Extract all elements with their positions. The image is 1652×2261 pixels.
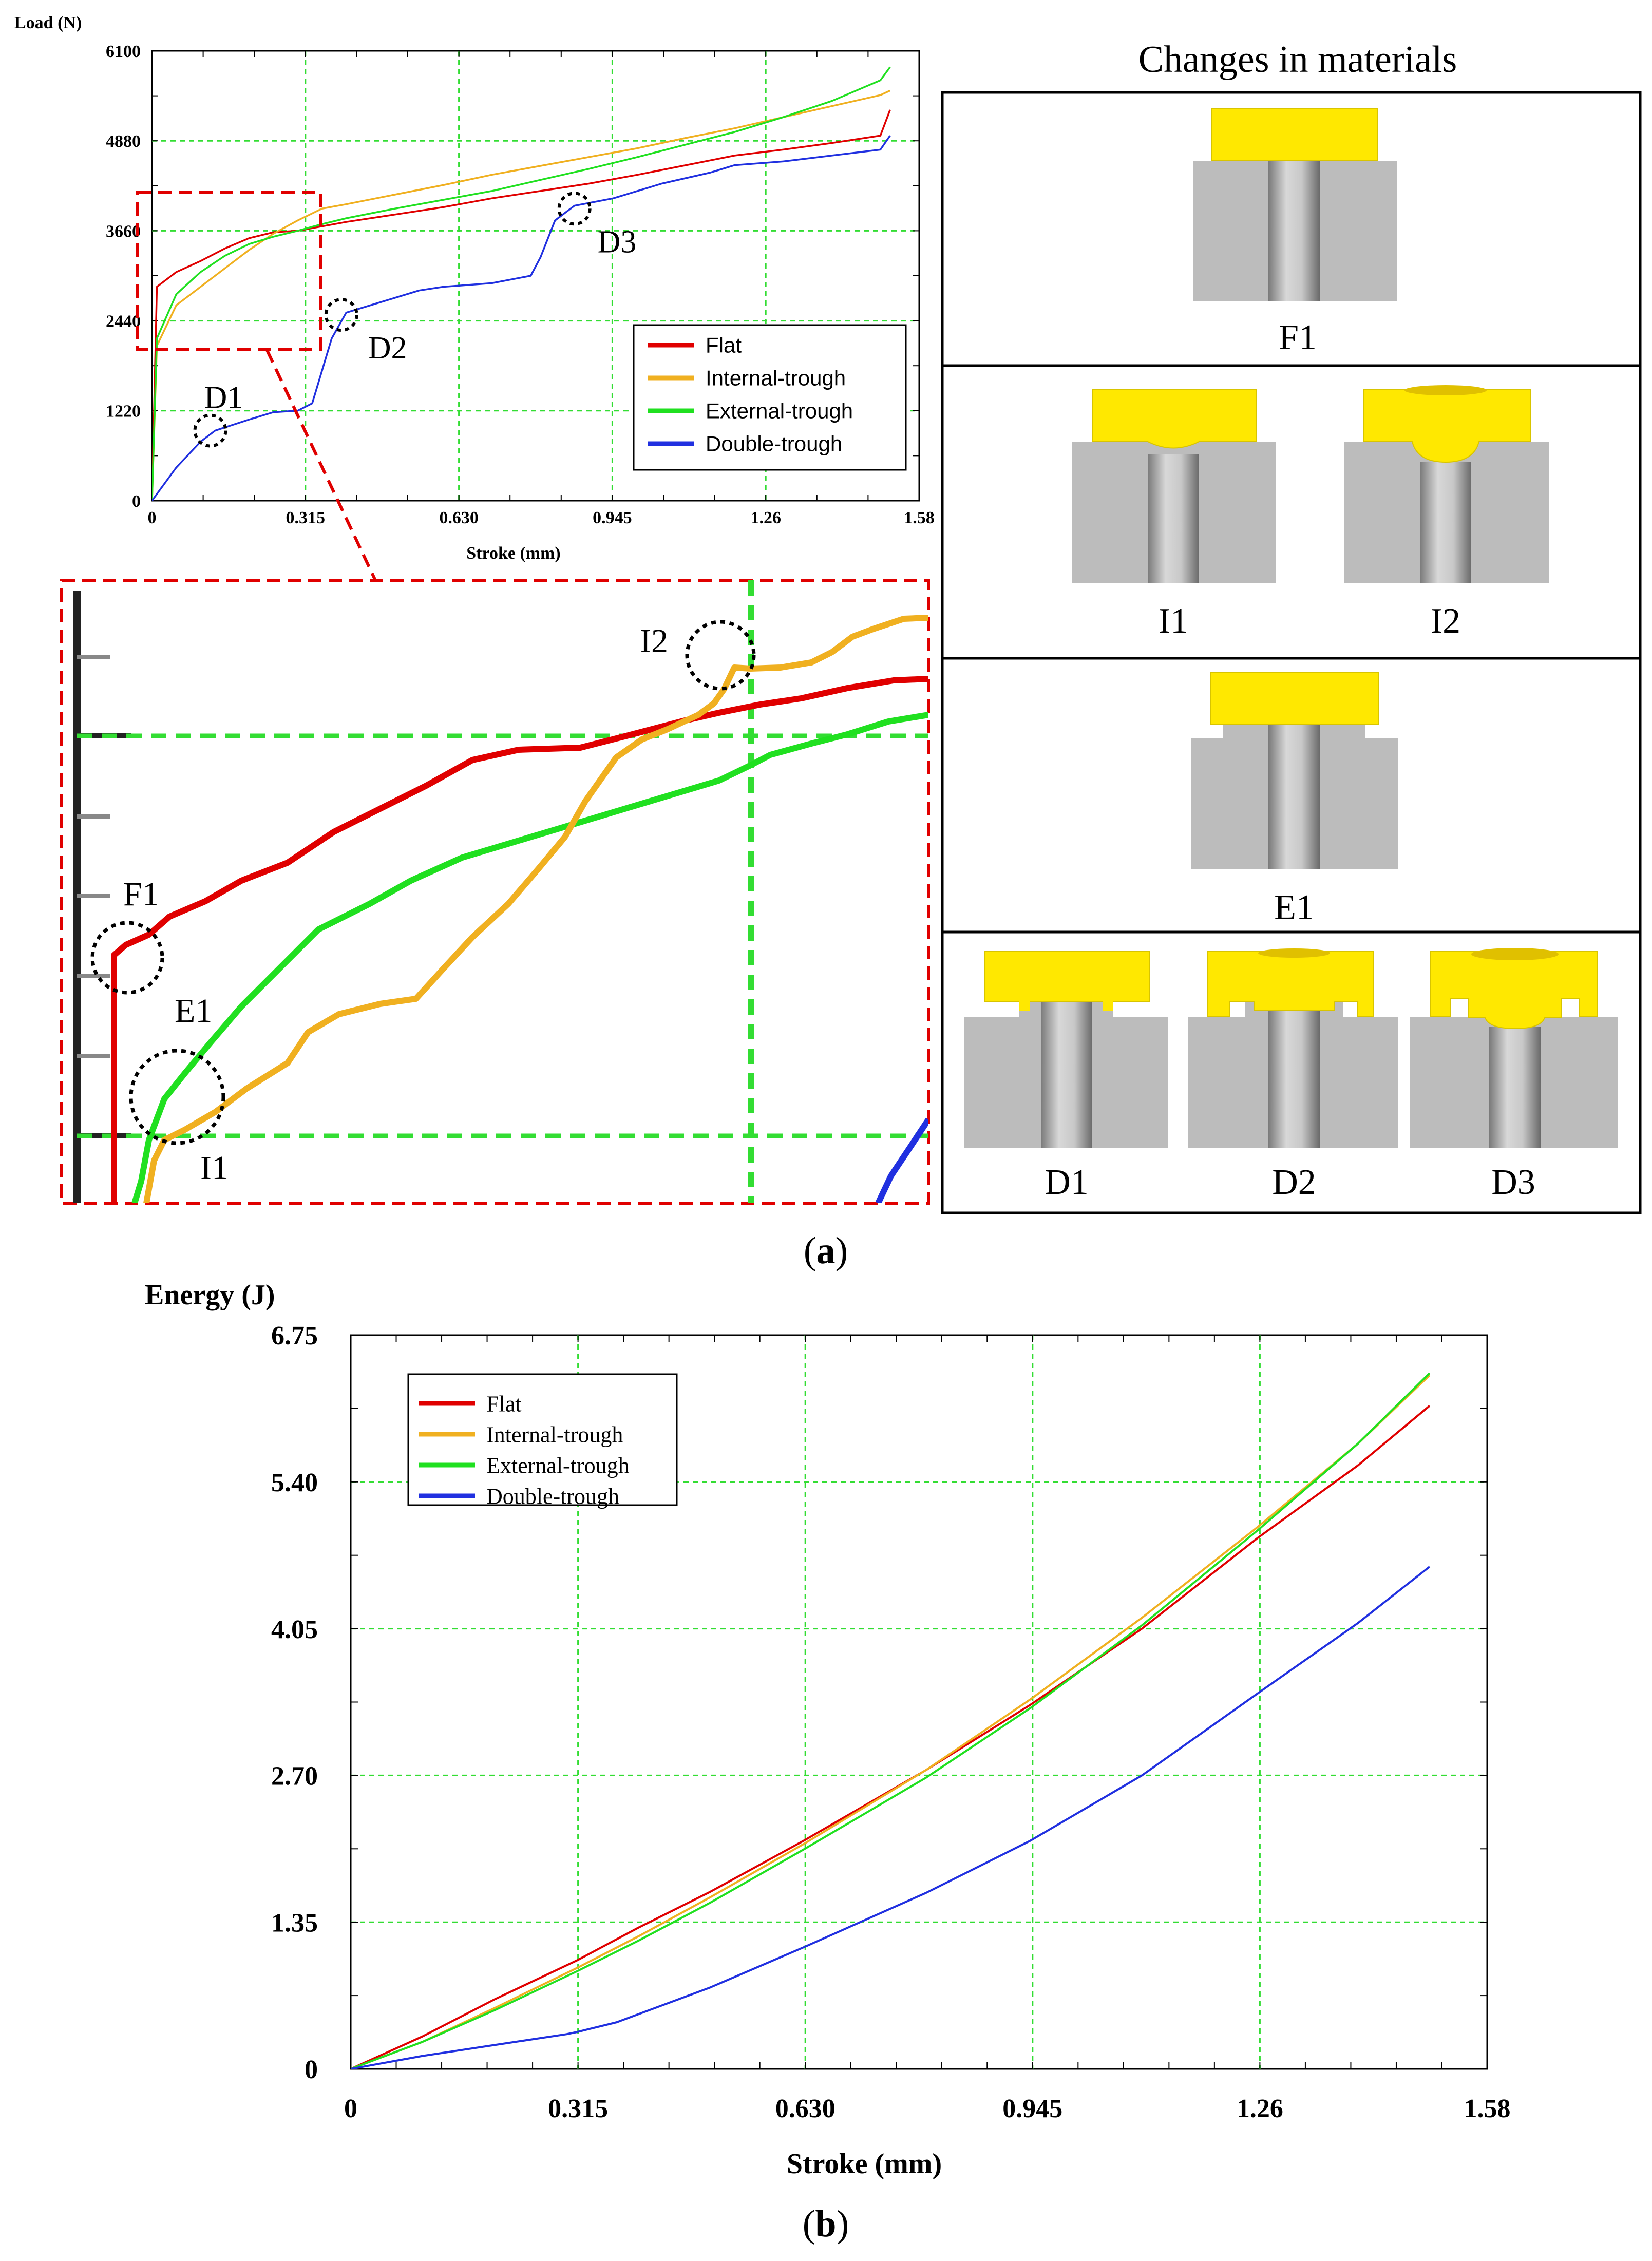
series-line-double-trough xyxy=(351,1566,1431,2069)
y-tick-label: 4.05 xyxy=(271,1615,318,1644)
x-tick-label: 1.26 xyxy=(1237,2094,1283,2123)
energy-chart-ticks xyxy=(351,1335,1487,2069)
materials-panel: Changes in materials F1 I1 I2 xyxy=(941,39,1642,1214)
load-chart-annotations: D1 D2 D3 xyxy=(193,192,637,448)
load-chart-x-tick-labels: 0 0.315 0.630 0.945 1.26 1.58 xyxy=(148,508,935,527)
zoom-connector xyxy=(265,349,376,580)
inset-label-i2: I2 xyxy=(640,622,668,660)
material-diagram-f1: F1 xyxy=(1193,108,1397,357)
energy-chart-series xyxy=(351,1372,1431,2069)
material-diagram-i1: I1 xyxy=(1072,389,1276,641)
load-chart-y-axis-label: Load (N) xyxy=(14,13,82,32)
legend-label: Flat xyxy=(706,333,742,357)
series-line-external-trough xyxy=(351,1372,1431,2069)
y-tick-label: 0 xyxy=(132,492,141,511)
y-tick-label: 1220 xyxy=(106,402,141,421)
legend-label: Flat xyxy=(486,1391,521,1416)
y-tick-label: 2.70 xyxy=(271,1762,318,1791)
inset-label-f1: F1 xyxy=(123,876,159,913)
material-diagram-i2: I2 xyxy=(1344,385,1549,641)
x-tick-label: 1.58 xyxy=(904,508,935,527)
material-diagram-d1: D1 xyxy=(964,951,1168,1202)
energy-chart-legend: Flat Internal-trough External-trough Double… xyxy=(407,1373,678,1509)
energy-chart-y-axis-label: Energy (J) xyxy=(145,1279,275,1311)
series-line-internal-trough xyxy=(351,1374,1431,2069)
energy-chart-y-tick-labels: 0 1.35 2.70 4.05 5.40 6.75 xyxy=(271,1321,318,2084)
legend-label: Double-trough xyxy=(486,1484,619,1509)
series-line-flat xyxy=(152,109,891,501)
zoom-region-box xyxy=(136,191,322,351)
inset-marker-i2 xyxy=(685,620,756,691)
legend-label: External-trough xyxy=(486,1453,630,1478)
caption-a: (a) xyxy=(804,1230,848,1272)
y-tick-label: 6100 xyxy=(106,42,141,61)
svg-text:I2: I2 xyxy=(1431,601,1460,641)
caption-b: (b) xyxy=(803,2203,849,2245)
x-tick-label: 0 xyxy=(344,2094,357,2123)
y-tick-label: 0 xyxy=(305,2055,318,2084)
inset-label-e1: E1 xyxy=(175,992,212,1030)
x-tick-label: 0.630 xyxy=(775,2094,836,2123)
legend-label: External-trough xyxy=(706,399,853,423)
material-diagram-e1: E1 xyxy=(1191,672,1398,927)
x-tick-label: 0.315 xyxy=(548,2094,608,2123)
x-tick-label: 0.945 xyxy=(1002,2094,1062,2123)
y-tick-label: 2440 xyxy=(106,312,141,331)
x-tick-label: 1.58 xyxy=(1464,2094,1511,2123)
inset-marker-f1 xyxy=(90,921,164,995)
materials-panel-title: Changes in materials xyxy=(1138,39,1457,81)
x-tick-label: 0.945 xyxy=(593,508,632,527)
inset-label-i1: I1 xyxy=(200,1149,229,1187)
svg-text:D1: D1 xyxy=(1045,1163,1089,1202)
inset-curve-double xyxy=(875,1117,928,1203)
load-chart-x-axis-label: Stroke (mm) xyxy=(466,544,561,563)
svg-text:D2: D2 xyxy=(1272,1163,1316,1202)
annotation-circle xyxy=(193,413,227,448)
series-line-flat xyxy=(351,1405,1431,2069)
y-tick-label: 1.35 xyxy=(271,1908,318,1937)
material-diagram-d2: D2 xyxy=(1188,948,1398,1202)
y-tick-label: 6.75 xyxy=(271,1321,318,1351)
svg-text:I1: I1 xyxy=(1159,601,1188,641)
series-line-external-trough xyxy=(152,66,891,501)
x-tick-label: 0.630 xyxy=(439,508,479,527)
load-chart-series xyxy=(152,66,891,501)
annotation-label: D3 xyxy=(598,224,637,259)
series-line-double-trough xyxy=(152,135,891,501)
y-tick-label: 5.40 xyxy=(271,1468,318,1497)
energy-chart-x-tick-labels: 0 0.315 0.630 0.945 1.26 1.58 xyxy=(344,2094,1511,2123)
svg-text:D3: D3 xyxy=(1491,1163,1535,1202)
y-tick-label: 3660 xyxy=(106,222,141,241)
series-line-internal-trough xyxy=(152,89,891,501)
svg-text:F1: F1 xyxy=(1279,318,1317,357)
annotation-circle xyxy=(324,298,358,332)
energy-chart: 0 1.35 2.70 4.05 5.40 6.75 0 0.315 0.630 0.945 1.… xyxy=(145,1279,1511,2180)
legend-label: Internal-trough xyxy=(486,1422,623,1447)
legend-label: Double-trough xyxy=(706,432,842,456)
zoom-inset: F1 E1 I1 I2 xyxy=(60,579,930,1205)
inset-curve-internal xyxy=(143,615,928,1203)
y-tick-label: 4880 xyxy=(106,132,141,151)
zoom-inset-frame xyxy=(60,579,930,1205)
annotation-label: D2 xyxy=(368,331,407,366)
annotation-circle xyxy=(557,192,592,226)
annotation-label: D1 xyxy=(204,381,243,415)
x-tick-label: 1.26 xyxy=(750,508,781,527)
load-chart: 0 1220 2440 3660 4880 6100 0 0.315 0.630 0.945 1.… xyxy=(14,13,935,580)
load-chart-legend: Flat Internal-trough External-trough Double… xyxy=(633,324,907,471)
material-diagram-d3: D3 xyxy=(1410,948,1618,1202)
svg-text:E1: E1 xyxy=(1274,888,1314,927)
inset-curve-flat xyxy=(111,676,928,1203)
load-chart-grid xyxy=(152,51,919,501)
load-chart-y-tick-labels: 0 1220 2440 3660 4880 6100 xyxy=(106,42,141,511)
x-tick-label: 0 xyxy=(148,508,157,527)
legend-label: Internal-trough xyxy=(706,366,846,390)
energy-chart-x-axis-label: Stroke (mm) xyxy=(787,2148,942,2180)
x-tick-label: 0.315 xyxy=(286,508,326,527)
inset-curve-external xyxy=(131,712,928,1203)
inset-marker-e1 xyxy=(129,1049,225,1145)
